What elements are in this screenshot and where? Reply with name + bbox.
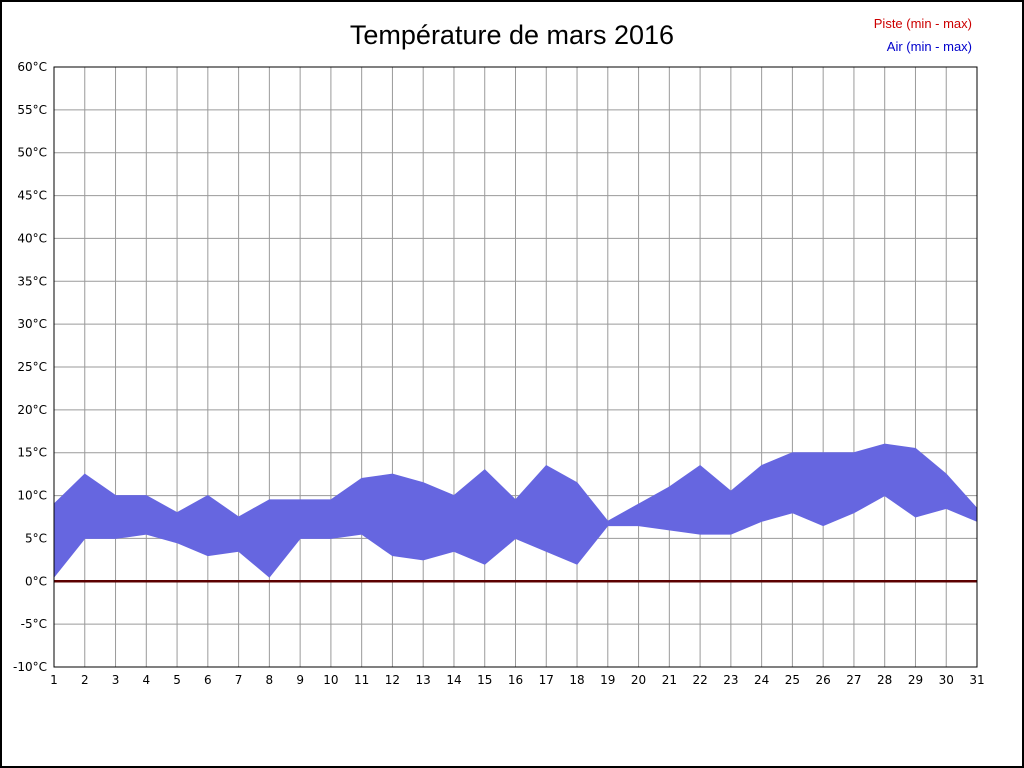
svg-text:24: 24 (754, 673, 769, 687)
svg-text:30: 30 (939, 673, 954, 687)
svg-text:15: 15 (477, 673, 492, 687)
svg-text:60°C: 60°C (17, 60, 47, 74)
svg-text:19: 19 (600, 673, 615, 687)
svg-text:12: 12 (385, 673, 400, 687)
svg-text:10°C: 10°C (17, 489, 47, 503)
svg-text:15°C: 15°C (17, 446, 47, 460)
svg-text:55°C: 55°C (17, 103, 47, 117)
svg-text:6: 6 (204, 673, 212, 687)
x-axis-labels: 1 2 3 4 5 6 7 8 9 10 11 12 13 14 15 16 17 18 19 20 21 22 23 24 2… (50, 673, 984, 687)
svg-text:17: 17 (539, 673, 554, 687)
grid-lines (53, 66, 978, 668)
svg-text:14: 14 (446, 673, 461, 687)
svg-text:50°C: 50°C (17, 146, 47, 160)
svg-text:25°C: 25°C (17, 360, 47, 374)
y-axis-labels: -10°C -5°C 0°C 5°C 10°C 15°C 20°C 25°C 30°C 35°C 4… (13, 60, 47, 674)
svg-text:45°C: 45°C (17, 189, 47, 203)
svg-text:40°C: 40°C (17, 231, 47, 245)
legend-air-label: Air (min - max) (886, 39, 972, 54)
svg-text:23: 23 (723, 673, 738, 687)
svg-text:-10°C: -10°C (13, 660, 47, 674)
svg-text:20°C: 20°C (17, 403, 47, 417)
svg-text:-5°C: -5°C (21, 617, 47, 631)
svg-text:26: 26 (816, 673, 831, 687)
chart-title: Température de mars 2016 (349, 20, 675, 50)
svg-text:16: 16 (508, 673, 523, 687)
chart-legend: Piste (min - max) Air (min - max) (874, 12, 972, 58)
svg-text:7: 7 (235, 673, 243, 687)
svg-text:9: 9 (296, 673, 304, 687)
svg-text:13: 13 (416, 673, 431, 687)
svg-text:21: 21 (662, 673, 677, 687)
svg-text:35°C: 35°C (17, 274, 47, 288)
svg-text:10: 10 (323, 673, 338, 687)
legend-piste-label: Piste (min - max) (873, 16, 972, 31)
svg-text:22: 22 (692, 673, 707, 687)
svg-text:8: 8 (266, 673, 274, 687)
svg-text:2: 2 (81, 673, 89, 687)
svg-text:20: 20 (631, 673, 646, 687)
svg-text:18: 18 (569, 673, 584, 687)
plot-border (53, 66, 978, 668)
svg-text:29: 29 (908, 673, 923, 687)
svg-text:4: 4 (142, 673, 150, 687)
svg-text:27: 27 (846, 673, 861, 687)
svg-text:30°C: 30°C (17, 317, 47, 331)
svg-text:0°C: 0°C (25, 574, 47, 588)
svg-text:1: 1 (50, 673, 58, 687)
svg-text:11: 11 (354, 673, 369, 687)
svg-text:28: 28 (877, 673, 892, 687)
svg-text:5: 5 (173, 673, 181, 687)
svg-text:3: 3 (112, 673, 120, 687)
svg-text:5°C: 5°C (25, 531, 47, 545)
svg-text:25: 25 (785, 673, 800, 687)
svg-text:31: 31 (969, 673, 984, 687)
